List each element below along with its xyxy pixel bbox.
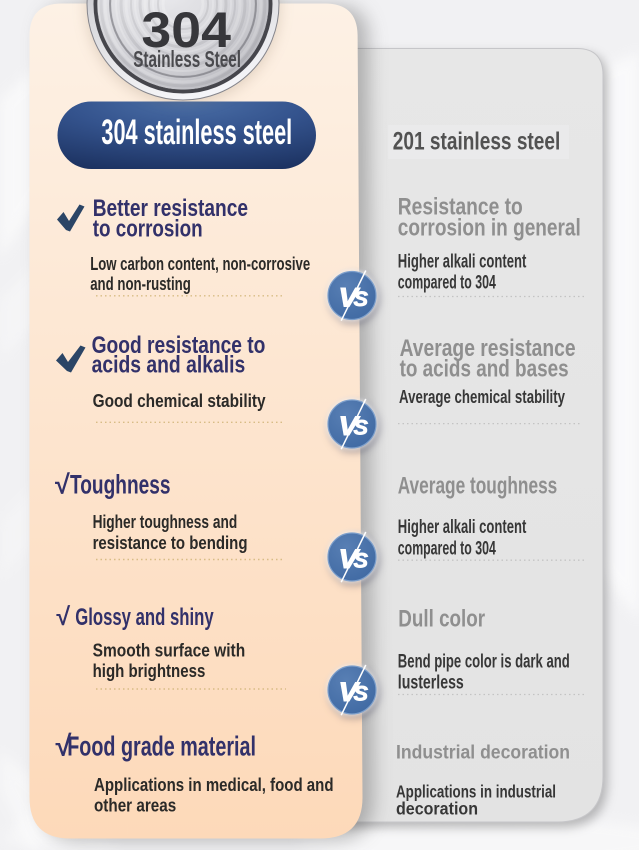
svg-text:Applications in medical, food: Applications in medical, food and (94, 775, 334, 795)
svg-text:Toughness: Toughness (70, 469, 171, 499)
svg-text:√: √ (56, 603, 70, 631)
svg-text:and non-rusting: and non-rusting (90, 274, 191, 294)
svg-text:V: V (339, 283, 361, 313)
svg-text:Higher alkali content: Higher alkali content (398, 517, 527, 538)
svg-text:S: S (354, 287, 369, 311)
svg-text:corrosion in general: corrosion in general (398, 214, 581, 241)
svg-text:304: 304 (141, 2, 231, 58)
svg-text:decoration: decoration (396, 799, 478, 819)
svg-text:Higher toughness and: Higher toughness and (93, 512, 238, 532)
svg-text:acids and alkalis: acids and alkalis (92, 352, 246, 379)
svg-text:Resistance to: Resistance to (398, 194, 523, 221)
svg-text:Average toughness: Average toughness (398, 473, 558, 500)
svg-text:to corrosion: to corrosion (93, 216, 203, 243)
svg-text:compared to 304: compared to 304 (398, 273, 496, 294)
svg-text:Low carbon content, non-corros: Low carbon content, non-corrosive (90, 254, 310, 274)
svg-text:high brightness: high brightness (93, 661, 206, 681)
svg-text:resistance to bending: resistance to bending (93, 533, 248, 553)
svg-text:other areas: other areas (94, 796, 176, 816)
svg-text:201 stainless steel: 201 stainless steel (393, 127, 561, 155)
svg-text:Stainless Steel: Stainless Steel (133, 46, 241, 72)
svg-text:√: √ (55, 469, 70, 499)
svg-text:Bend pipe color is dark and: Bend pipe color is dark and (398, 651, 570, 672)
svg-text:compared to 304: compared to 304 (398, 538, 496, 559)
svg-text:Average resistance: Average resistance (400, 335, 576, 362)
svg-text:Dull color: Dull color (398, 605, 485, 632)
svg-text:304 stainless steel: 304 stainless steel (101, 113, 292, 152)
svg-text:Applications in industrial: Applications in industrial (396, 782, 556, 802)
svg-text:Better resistance: Better resistance (93, 195, 248, 222)
svg-text:Average chemical stability: Average chemical stability (399, 386, 566, 407)
svg-text:Food grade material: Food grade material (67, 730, 256, 761)
svg-text:Higher alkali content: Higher alkali content (398, 251, 527, 272)
svg-text:to acids and bases: to acids and bases (400, 356, 569, 383)
svg-text:Glossy and shiny: Glossy and shiny (75, 604, 214, 631)
svg-text:Good resistance to: Good resistance to (92, 332, 266, 359)
svg-text:Industrial decoration: Industrial decoration (396, 742, 570, 764)
svg-text:lusterless: lusterless (398, 673, 464, 694)
svg-text:Good chemical stability: Good chemical stability (93, 391, 266, 411)
svg-text:Smooth surface with: Smooth surface with (93, 641, 246, 661)
svg-text:√: √ (56, 730, 72, 762)
